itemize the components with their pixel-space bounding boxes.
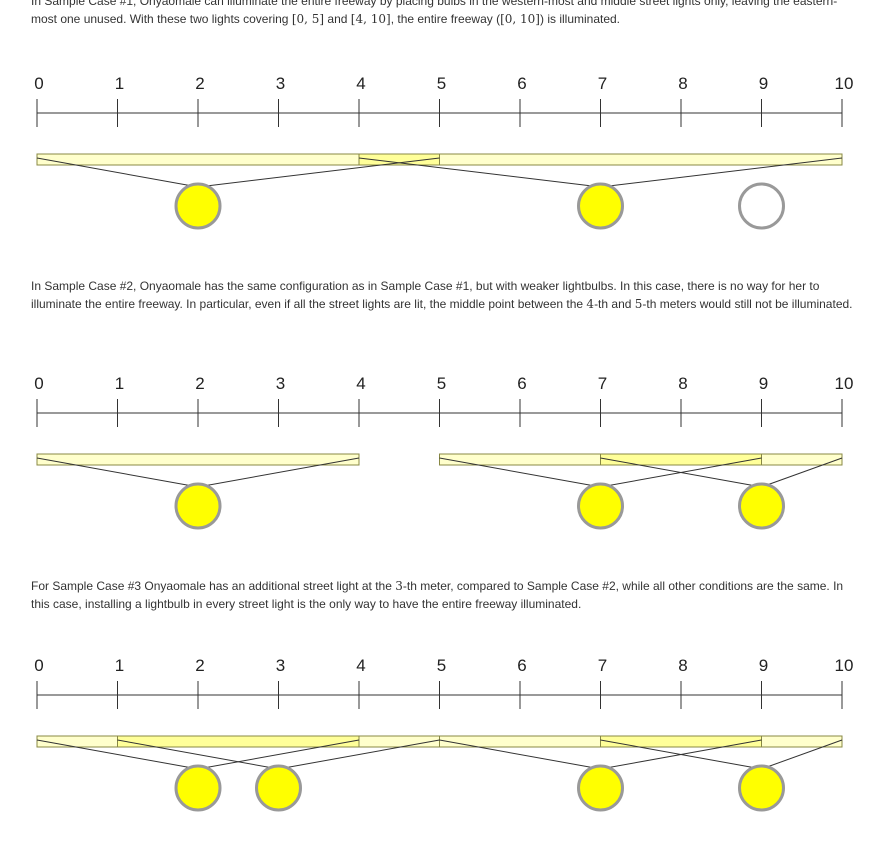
- sample-case-2-explanation: In Sample Case #2, Onyaomale has the sam…: [31, 277, 853, 313]
- axis-tick-label: 4: [356, 656, 365, 675]
- text-segment: , the entire freeway (: [390, 12, 501, 26]
- lit-lightbulb: [577, 764, 624, 812]
- light-beam: [600, 157, 843, 188]
- axis-tick-label: 6: [517, 656, 526, 675]
- text-segment: -th and: [594, 297, 635, 311]
- illuminated-segment: [761, 453, 843, 466]
- axis-tick-label: 1: [115, 656, 124, 675]
- sample-case-1-diagram: 0 1 2 3 4 5 6 7 8 9 10: [34, 74, 854, 230]
- light-beam: [36, 739, 199, 770]
- axis-tick-label: 9: [759, 74, 768, 93]
- text-segment: For Sample Case #3 Onyaomale has an addi…: [31, 579, 396, 593]
- light-beam: [117, 739, 279, 770]
- overlap-segment: [600, 735, 762, 748]
- illuminated-segment: [439, 453, 601, 466]
- axis-tick-label: 7: [598, 656, 607, 675]
- axis-tick-label: 3: [276, 74, 285, 93]
- text-segment: In Sample Case #2, Onyaomale has the sam…: [31, 279, 820, 311]
- axis-tick-label: 8: [678, 74, 687, 93]
- light-beam: [600, 457, 762, 488]
- axis-tick-label: 9: [759, 656, 768, 675]
- light-beam: [197, 739, 360, 770]
- axis-tick-label: 0: [34, 656, 43, 675]
- overlap-segment: [117, 735, 360, 748]
- axis-tick-label: 2: [195, 374, 204, 393]
- light-beam: [278, 739, 440, 770]
- illuminated-segment: [358, 735, 440, 748]
- axis-tick-label: 2: [195, 74, 204, 93]
- sample-case-3-explanation: For Sample Case #3 Onyaomale has an addi…: [31, 577, 853, 613]
- axis-tick-label: 4: [356, 374, 365, 393]
- axis-tick-label: 6: [517, 74, 526, 93]
- lit-lightbulb: [174, 764, 222, 812]
- axis-tick-label: 5: [437, 74, 446, 93]
- axis-tick-label: 3: [276, 374, 285, 393]
- axis-tick-label: 7: [598, 74, 607, 93]
- axis-tick-label: 1: [115, 74, 124, 93]
- lit-lightbulb: [577, 482, 624, 530]
- light-beam: [761, 457, 843, 488]
- sample-case-3-diagram: 0 1 2 3 4 5 6 7 8 9 10: [34, 656, 854, 812]
- lit-lightbulb: [738, 482, 785, 530]
- math-expression: [0, 10]: [500, 12, 540, 26]
- light-beam: [36, 457, 199, 488]
- text-segment: and: [324, 12, 351, 26]
- unlit-lightbulb: [738, 182, 785, 230]
- axis-tick-label: 1: [115, 374, 124, 393]
- light-beam: [600, 739, 762, 770]
- lit-lightbulb: [174, 482, 222, 530]
- axis-tick-label: 10: [835, 74, 854, 93]
- text-segment: -th meters would still not be illuminate…: [642, 297, 853, 311]
- lit-lightbulb: [255, 764, 302, 812]
- illuminated-segment: [439, 153, 843, 166]
- axis-tick-label: 0: [34, 374, 43, 393]
- math-expression: 4: [586, 297, 595, 311]
- light-beam: [197, 457, 360, 488]
- axis-tick-label: 10: [835, 656, 854, 675]
- axis-tick-label: 6: [517, 374, 526, 393]
- axis-tick-label: 3: [276, 656, 285, 675]
- text-segment: In Sample Case #1, Onyaomale can illumin…: [31, 0, 838, 26]
- axis-tick-label: 5: [437, 656, 446, 675]
- math-expression: [4, 10]: [350, 12, 391, 26]
- illuminated-segment: [36, 735, 118, 748]
- axis-tick-label: 10: [835, 374, 854, 393]
- lit-lightbulb: [738, 764, 785, 812]
- illuminated-segment: [439, 735, 601, 748]
- lit-lightbulb: [577, 182, 624, 230]
- illuminated-segment: [761, 735, 843, 748]
- light-beam: [36, 157, 199, 188]
- light-beam: [761, 739, 843, 770]
- sample-case-2-diagram: 0 1 2 3 4 5 6 7 8 9 10: [34, 374, 854, 530]
- text-segment: -th meter, compared to Sample Case #2, w…: [31, 579, 844, 611]
- light-beam: [358, 157, 601, 188]
- overlap-segment: [600, 453, 762, 466]
- axis-tick-label: 9: [759, 374, 768, 393]
- sample-case-1-explanation: In Sample Case #1, Onyaomale can illumin…: [31, 0, 853, 28]
- math-expression: 3: [395, 579, 403, 593]
- text-segment: ) is illuminated.: [539, 12, 621, 26]
- axis-tick-label: 8: [678, 374, 687, 393]
- illuminated-segment: [36, 453, 360, 466]
- light-beam: [439, 739, 601, 770]
- axis-tick-label: 7: [598, 374, 607, 393]
- axis-tick-label: 2: [195, 656, 204, 675]
- math-expression: 5: [634, 297, 643, 311]
- illuminated-segment: [36, 153, 360, 166]
- lit-lightbulb: [174, 182, 222, 230]
- math-expression: [0, 5]: [291, 12, 325, 26]
- axis-tick-label: 0: [34, 74, 43, 93]
- light-beam: [439, 457, 601, 488]
- axis-tick-label: 5: [437, 374, 446, 393]
- axis-tick-label: 8: [678, 656, 687, 675]
- axis-tick-label: 4: [356, 74, 365, 93]
